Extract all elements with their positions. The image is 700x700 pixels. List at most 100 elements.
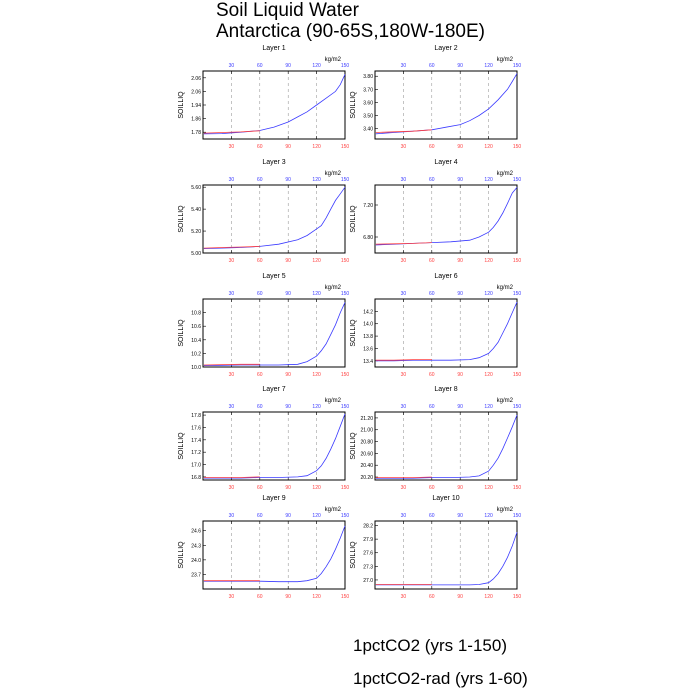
- x-tick-label-top: 150: [341, 291, 350, 297]
- x-tick-label-top: 150: [513, 291, 522, 297]
- x-tick-label-bottom: 90: [457, 372, 463, 378]
- y-tick-label: 21.20: [360, 416, 373, 422]
- y-tick-label: 10.2: [191, 351, 201, 357]
- x-tick-label-bottom: 150: [513, 594, 522, 600]
- plot-frame: [202, 70, 346, 140]
- y-axis-label: SOILLIQ: [350, 205, 357, 233]
- x-tick-label-top: 120: [484, 291, 493, 297]
- y-tick-label: 1.78: [191, 130, 201, 136]
- series-line-1pctco2: [375, 414, 518, 479]
- x-tick-label-top: 60: [429, 63, 435, 69]
- y-tick-label: 6.80: [363, 235, 373, 241]
- y-tick-label: 13.6: [363, 346, 373, 352]
- series-line-1pctco2: [203, 525, 346, 583]
- x-tick-label-top: 60: [257, 404, 263, 410]
- x-tick-label-top: 90: [457, 177, 463, 183]
- y-tick-label: 24.6: [191, 529, 201, 535]
- x-tick-label-bottom: 150: [341, 258, 350, 264]
- y-tick-label: 5.60: [191, 185, 201, 191]
- x-tick-label-bottom: 60: [257, 594, 263, 600]
- x-tick-label-top: 30: [401, 177, 407, 183]
- y-axis-label: SOILLIQ: [350, 432, 357, 460]
- y-tick-label: 20.40: [360, 463, 373, 469]
- x-tick-label-bottom: 30: [401, 594, 407, 600]
- x-tick-label-bottom: 60: [257, 485, 263, 491]
- x-tick-label-bottom: 120: [312, 144, 321, 150]
- series-line-1pctco2: [203, 413, 346, 479]
- panel-title: Layer 3: [262, 159, 285, 166]
- x-tick-label-top: 150: [341, 513, 350, 519]
- series-line-1pctco2-rad: [375, 476, 432, 479]
- x-tick-label-top: 30: [229, 177, 235, 183]
- y-axis-label: SOILLIQ: [178, 432, 185, 460]
- series-line-1pctco2-rad: [203, 476, 260, 478]
- panel-title: Layer 7: [262, 386, 285, 393]
- x-tick-label-bottom: 120: [484, 144, 493, 150]
- x-tick-label-top: 90: [457, 291, 463, 297]
- y-tick-label: 1.86: [191, 117, 201, 123]
- x-tick-label-top: 30: [229, 63, 235, 69]
- x-tick-label-bottom: 120: [312, 372, 321, 378]
- x-tick-label-bottom: 90: [285, 485, 291, 491]
- panel-layer-4: Layer 4 kg/m2 SOILLIQ 30 30 60 60 90 90 120 120 150…: [350, 159, 521, 264]
- unit-label: kg/m2: [497, 171, 514, 177]
- unit-label: kg/m2: [325, 507, 342, 513]
- series-line-1pctco2-rad: [375, 359, 432, 361]
- x-tick-label-top: 90: [457, 404, 463, 410]
- y-tick-label: 1.94: [191, 103, 201, 109]
- x-tick-label-bottom: 30: [229, 258, 235, 264]
- series-line-1pctco2-rad: [375, 242, 432, 245]
- x-tick-label-bottom: 150: [341, 144, 350, 150]
- x-tick-label-bottom: 90: [285, 372, 291, 378]
- x-tick-label-top: 90: [285, 63, 291, 69]
- x-tick-label-bottom: 30: [401, 485, 407, 491]
- plot-frame: [202, 520, 346, 590]
- x-tick-label-bottom: 120: [484, 485, 493, 491]
- x-tick-label-bottom: 60: [429, 372, 435, 378]
- y-tick-label: 13.8: [363, 334, 373, 340]
- x-tick-label-bottom: 150: [341, 485, 350, 491]
- y-axis-label: SOILLIQ: [178, 91, 185, 119]
- x-tick-label-top: 60: [257, 177, 263, 183]
- y-tick-label: 27.3: [363, 564, 373, 570]
- x-tick-label-top: 30: [401, 404, 407, 410]
- series-line-1pctco2: [375, 187, 518, 246]
- x-tick-label-bottom: 90: [457, 144, 463, 150]
- y-axis-label: SOILLIQ: [178, 541, 185, 569]
- y-tick-label: 28.2: [363, 524, 373, 530]
- x-tick-label-bottom: 60: [429, 144, 435, 150]
- y-tick-label: 2.06: [191, 76, 201, 82]
- x-tick-label-top: 150: [341, 404, 350, 410]
- chart-title: Soil Liquid Water Antarctica (90-65S,180…: [216, 0, 485, 42]
- title-line-2: Antarctica (90-65S,180W-180E): [216, 21, 485, 42]
- x-tick-label-bottom: 150: [341, 372, 350, 378]
- plot-frame: [374, 70, 518, 140]
- x-tick-label-top: 120: [484, 513, 493, 519]
- legend-label-1: 1pctCO2 (yrs 1-150): [353, 636, 507, 655]
- title-line-1: Soil Liquid Water: [216, 0, 359, 21]
- x-tick-label-bottom: 60: [429, 594, 435, 600]
- x-tick-label-bottom: 120: [312, 594, 321, 600]
- panel-title: Layer 6: [434, 273, 457, 280]
- x-tick-label-bottom: 60: [257, 258, 263, 264]
- unit-label: kg/m2: [325, 57, 342, 63]
- x-tick-label-top: 60: [429, 291, 435, 297]
- y-tick-label: 3.80: [363, 74, 373, 80]
- x-tick-label-top: 150: [513, 177, 522, 183]
- x-tick-label-top: 90: [285, 177, 291, 183]
- x-tick-label-top: 30: [401, 513, 407, 519]
- x-tick-label-top: 150: [513, 63, 522, 69]
- y-tick-label: 10.4: [191, 338, 201, 344]
- y-tick-label: 13.4: [363, 359, 373, 365]
- x-tick-label-top: 60: [429, 177, 435, 183]
- plot-frame: [202, 411, 346, 481]
- panel-layer-6: Layer 6 kg/m2 SOILLIQ 30 30 60 60 90 90 120 120 150…: [350, 273, 521, 378]
- x-tick-label-top: 90: [457, 63, 463, 69]
- series-line-1pctco2-rad: [203, 246, 260, 249]
- x-tick-label-top: 120: [312, 513, 321, 519]
- x-tick-label-bottom: 30: [401, 372, 407, 378]
- panel-layer-8: Layer 8 kg/m2 SOILLIQ 30 30 60 60 90 90 120 120 150…: [350, 386, 521, 491]
- unit-label: kg/m2: [325, 171, 342, 177]
- series-line-1pctco2: [375, 532, 518, 586]
